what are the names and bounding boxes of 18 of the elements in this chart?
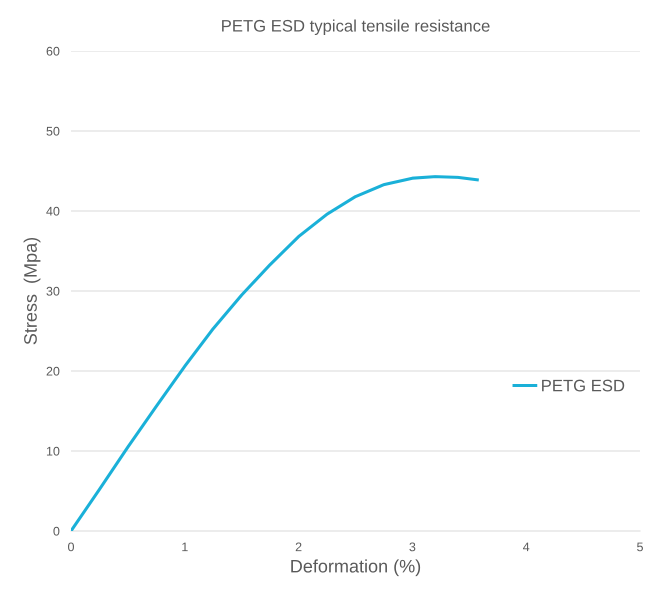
y-tick-label: 50	[46, 126, 60, 136]
chart-title: PETG ESD typical tensile resistance	[222, 19, 490, 36]
x-tick-label: 2	[296, 542, 302, 552]
y-tick-label: 10	[46, 446, 60, 456]
x-tick-label: 0	[68, 542, 74, 552]
x-tick-label: 5	[637, 542, 643, 552]
x-tick-label: 1	[182, 542, 188, 552]
line-series	[71, 175, 479, 531]
y-tick-label: 60	[46, 46, 60, 56]
y-tick-label: 40	[46, 206, 60, 216]
x-tick-label: 4	[523, 542, 530, 552]
y-tick-label: 20	[46, 366, 60, 376]
y-tick-label: 0	[53, 526, 60, 536]
x-tick-label: 3	[409, 542, 416, 552]
y-tick-label: 30	[46, 286, 60, 296]
y-axis-title: Stress (Mpa)	[24, 238, 40, 344]
legend-label: PETG ESD	[542, 380, 624, 392]
x-axis-title: Deformation (%)	[291, 559, 420, 576]
